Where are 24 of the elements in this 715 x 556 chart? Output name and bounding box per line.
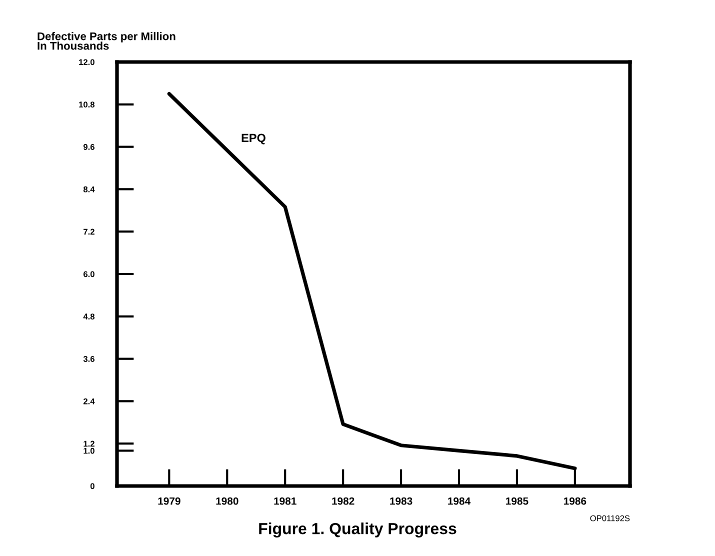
y-axis-title: Defective Parts per Million In Thousands <box>38 32 176 50</box>
x-tick-label: 1982 <box>332 497 354 505</box>
y-tick-label: 1.2 <box>84 440 94 447</box>
y-tick-label: 6.0 <box>84 271 94 278</box>
x-tick-label: 1979 <box>158 497 180 505</box>
y-tick-label: 12.0 <box>79 59 94 66</box>
x-tick-label: 1984 <box>448 497 471 505</box>
x-tick-label: 1985 <box>506 497 528 505</box>
x-tick-label: 1986 <box>564 497 586 505</box>
series-label: EPQ <box>242 134 266 144</box>
y-tick-label: 9.6 <box>83 144 94 150</box>
text: OP01192S <box>590 515 630 522</box>
y-tick-label: 7.2 <box>84 228 94 235</box>
y-tick-label: 3.6 <box>83 356 94 362</box>
text: Figure 1. Quality Progress <box>259 522 456 538</box>
y-tick-label: 10.8 <box>79 102 95 108</box>
y-tick-label: 0 <box>90 483 94 490</box>
y-tick-label: 8.4 <box>83 186 95 192</box>
x-tick-label: 1981 <box>274 497 296 505</box>
y-tick-label: 2.4 <box>83 398 95 404</box>
x-tick-label: 1983 <box>390 497 412 505</box>
y-tick-label: 1.0 <box>84 448 94 454</box>
y-tick-label: 4.8 <box>83 314 95 320</box>
x-tick-label: 1980 <box>216 497 238 505</box>
